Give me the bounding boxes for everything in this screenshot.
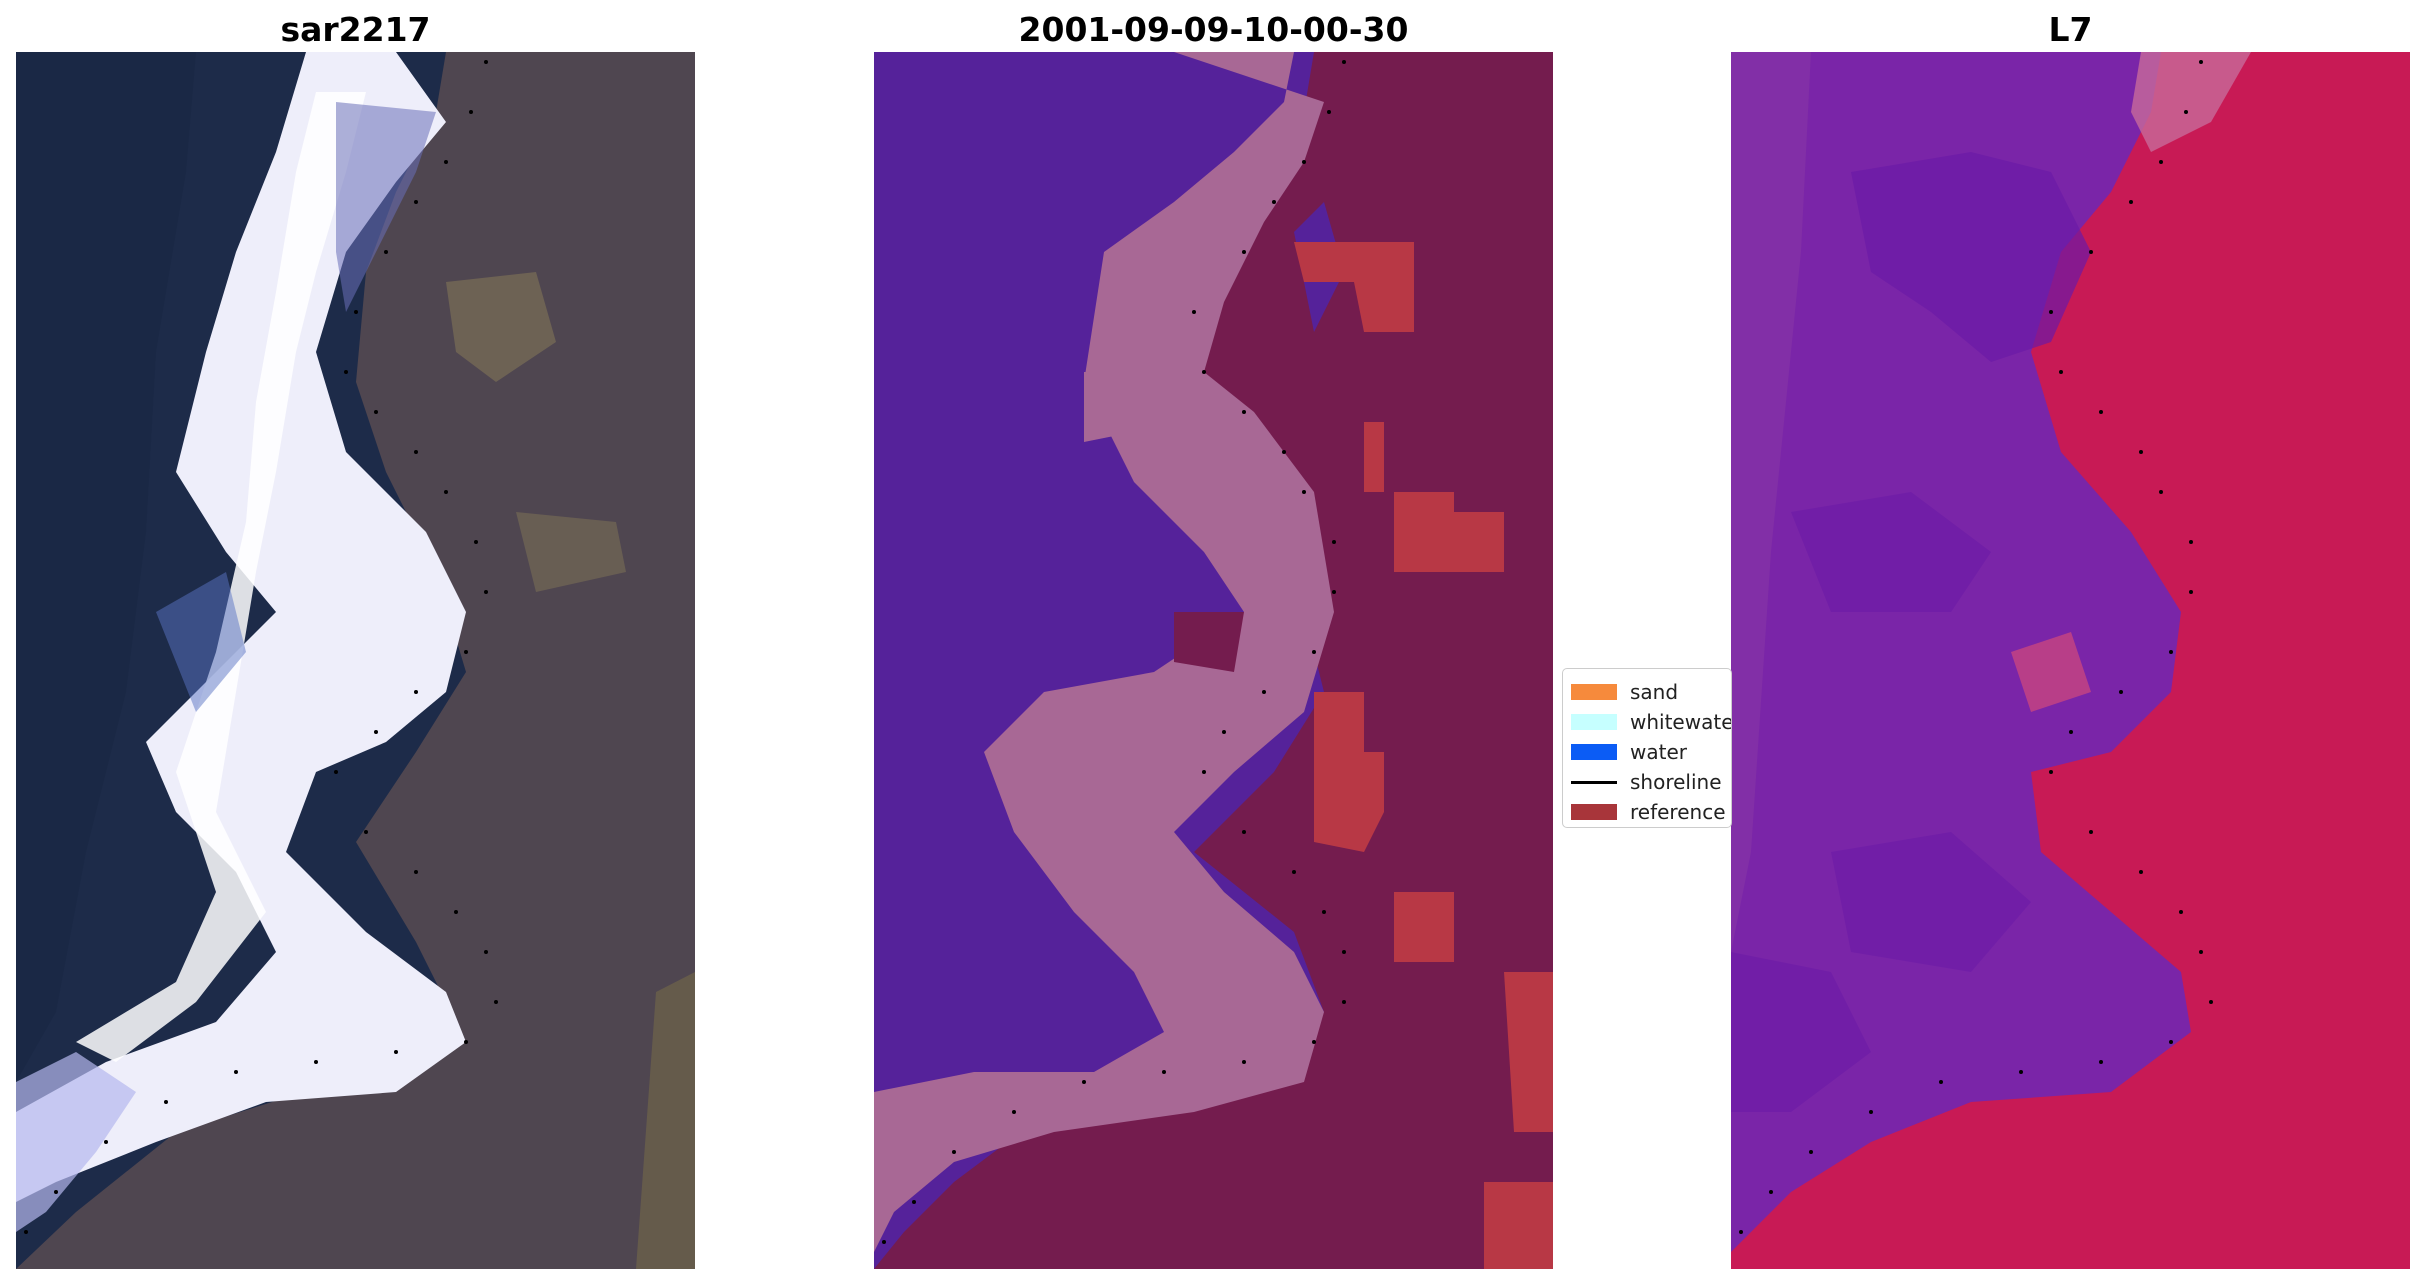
legend-item-water: water — [1563, 735, 1731, 765]
legend-swatch-shoreline — [1571, 781, 1617, 784]
panel-title-index: L7 — [2048, 10, 2093, 49]
classified-image-panel — [874, 52, 1553, 1269]
index-image-panel — [1731, 52, 2410, 1269]
rgb-image-panel — [16, 52, 695, 1269]
legend-item-whitewater: whitewater — [1563, 705, 1732, 735]
panel-title-rgb: sar2217 — [280, 10, 431, 49]
legend-swatch-water — [1571, 744, 1617, 760]
legend: sand whitewater water shoreline referenc… — [1562, 668, 1732, 828]
legend-item-reference: reference — [1563, 795, 1731, 825]
legend-swatch-whitewater — [1571, 714, 1617, 730]
legend-item-sand: sand — [1563, 675, 1731, 705]
legend-label-shoreline: shoreline — [1630, 770, 1722, 794]
legend-label-whitewater: whitewater — [1630, 710, 1732, 734]
legend-label-sand: sand — [1630, 680, 1679, 704]
legend-label-water: water — [1630, 740, 1687, 764]
legend-swatch-sand — [1571, 684, 1617, 700]
legend-swatch-reference — [1571, 804, 1617, 820]
legend-label-reference: reference — [1630, 800, 1726, 824]
panel-title-classified: 2001-09-09-10-00-30 — [1018, 10, 1409, 49]
legend-item-shoreline: shoreline — [1563, 765, 1731, 795]
